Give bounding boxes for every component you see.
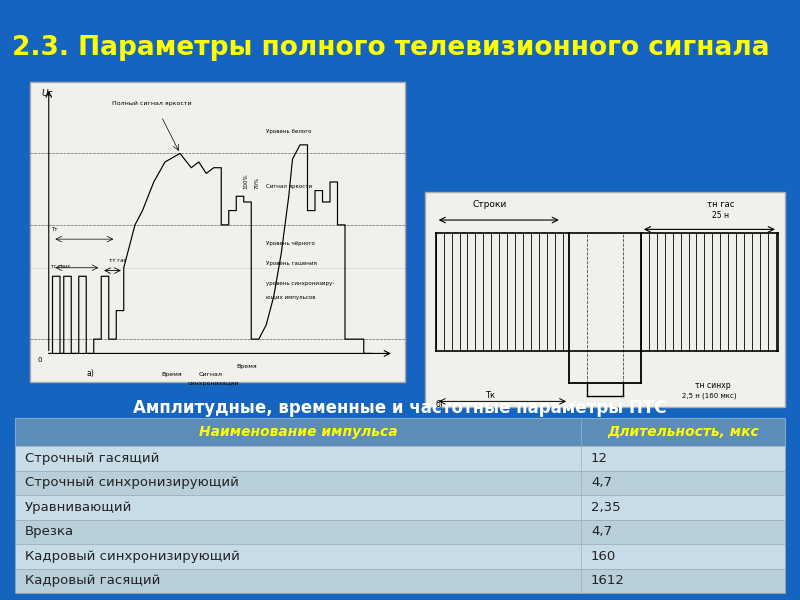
Text: Uc: Uc	[42, 89, 53, 98]
Text: 2,35: 2,35	[591, 501, 621, 514]
Text: Строчный синхронизирующий: Строчный синхронизирующий	[25, 476, 239, 489]
Text: 160: 160	[591, 550, 616, 563]
Text: синхронизации: синхронизации	[187, 381, 239, 386]
Text: Амплитудные, временные и частотные параметры ПТС: Амплитудные, временные и частотные парам…	[134, 399, 666, 417]
Text: 2.3. Параметры полного телевизионного сигнала: 2.3. Параметры полного телевизионного си…	[12, 35, 770, 61]
Text: Строки: Строки	[473, 200, 507, 209]
Text: а): а)	[86, 369, 94, 378]
Bar	[15, 495, 785, 520]
Bar	[425, 192, 785, 407]
Bar	[15, 544, 785, 569]
Bar	[15, 569, 785, 593]
Text: 100%: 100%	[244, 173, 249, 189]
Bar	[15, 446, 785, 470]
Bar	[15, 418, 785, 446]
Text: Тт: Тт	[50, 227, 57, 232]
Text: Кадровый гасящий: Кадровый гасящий	[25, 574, 160, 587]
Text: 4,7: 4,7	[591, 525, 612, 538]
Text: τн гас: τн гас	[706, 200, 734, 209]
Text: Сигнал: Сигнал	[198, 372, 222, 377]
Text: Уровень чёрного: Уровень чёрного	[266, 241, 315, 246]
Bar	[569, 233, 641, 351]
Text: Сигнал яркости: Сигнал яркости	[266, 184, 312, 189]
Text: Время: Время	[162, 372, 182, 377]
Text: Тк: Тк	[485, 391, 495, 400]
Text: 0: 0	[38, 357, 42, 363]
Text: уровень синхронизиру-: уровень синхронизиру-	[266, 281, 334, 286]
Text: Кадровый синхронизирующий: Кадровый синхронизирующий	[25, 550, 240, 563]
Text: Уровень гашения: Уровень гашения	[266, 261, 317, 266]
Text: Уравнивающий: Уравнивающий	[25, 501, 132, 514]
Text: τс синх: τс синх	[50, 264, 70, 269]
Text: Уровень белого: Уровень белого	[266, 130, 312, 134]
Text: 12: 12	[591, 452, 608, 465]
Bar	[15, 520, 785, 544]
Text: Наименование импульса: Наименование импульса	[198, 425, 398, 439]
Text: 4,7: 4,7	[591, 476, 612, 489]
Bar	[15, 470, 785, 495]
Text: ющих импульсов: ющих импульсов	[266, 295, 316, 300]
Text: τн синхр: τн синхр	[695, 382, 731, 391]
Text: 25 н: 25 н	[712, 211, 729, 220]
Text: Врезка: Врезка	[25, 525, 74, 538]
Text: 1612: 1612	[591, 574, 625, 587]
Text: Строчный гасящий: Строчный гасящий	[25, 452, 159, 465]
Text: Полный сигнал яркости: Полный сигнал яркости	[113, 101, 192, 106]
Text: б): б)	[436, 400, 443, 409]
Text: 70%: 70%	[255, 176, 260, 189]
Text: τт гас: τт гас	[109, 258, 126, 263]
Text: Длительность, мкс: Длительность, мкс	[607, 425, 759, 439]
Text: 2,5 н (160 мкс): 2,5 н (160 мкс)	[682, 392, 737, 399]
Text: Время: Время	[236, 364, 257, 369]
Bar	[30, 82, 405, 382]
